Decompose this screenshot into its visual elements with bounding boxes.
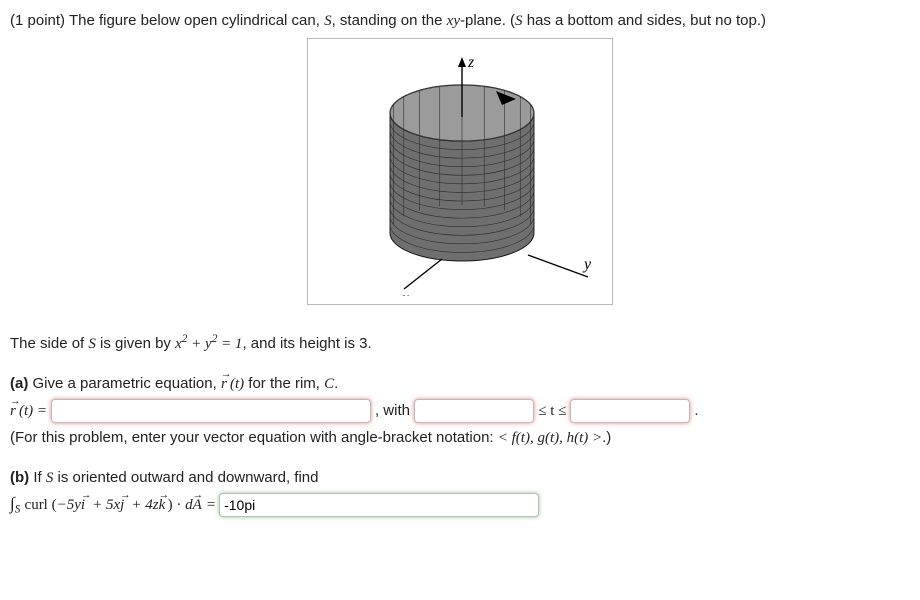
sub-S: S xyxy=(15,503,21,515)
a-post: . xyxy=(334,375,338,392)
side-eq: x2 + y2 = 1 xyxy=(175,336,242,352)
field: −5yi + 5xj + 4zk xyxy=(57,497,168,513)
r-vec-2: r xyxy=(10,403,19,420)
period: . xyxy=(694,402,698,419)
b-pre: If xyxy=(29,469,46,486)
side-of-s: The side of S is given by x2 + y2 = 1, a… xyxy=(10,333,910,353)
a-lhs: (t) = xyxy=(19,403,51,419)
input-curl-answer[interactable] xyxy=(219,493,539,517)
hint-pre: (For this problem, enter your vector equ… xyxy=(10,429,498,446)
side-eq-pre: is given by xyxy=(96,335,175,352)
curl-text: curl ( xyxy=(25,497,57,513)
C: C xyxy=(324,376,334,392)
input-t-upper[interactable] xyxy=(570,399,690,423)
with: , with xyxy=(375,402,414,419)
part-a-inputs-row: r(t) = , with ≤ t ≤ . xyxy=(10,399,910,423)
r-vec-1: r xyxy=(221,376,230,393)
part-a-prompt: (a) Give a parametric equation, r(t) for… xyxy=(10,375,910,393)
a-for: for the rim, xyxy=(244,375,324,392)
a-mid: (t) xyxy=(230,376,244,392)
b-post: is oriented outward and downward, find xyxy=(53,469,318,486)
curl-close: ) · xyxy=(168,497,186,513)
side-pre: The side of xyxy=(10,335,88,352)
svg-text:y: y xyxy=(582,256,592,273)
figure-wrap: z y x xyxy=(10,38,910,305)
side-post: , and its height is 3. xyxy=(242,335,371,352)
dA: dA xyxy=(185,497,203,513)
figure-box: z y x xyxy=(307,38,613,305)
problem-intro: (1 point) The figure below open cylindri… xyxy=(10,12,910,30)
intro-pre: The figure below open cylindrical can, xyxy=(69,12,324,29)
part-a-label: (a) xyxy=(10,375,28,392)
le1: ≤ t ≤ xyxy=(538,403,570,419)
part-b-integral: ∫S curl (−5yi + 5xj + 4zk) · dA = xyxy=(10,493,910,517)
hint-post: .) xyxy=(602,429,611,446)
S-3: S xyxy=(88,336,96,352)
svg-text:z: z xyxy=(467,54,475,71)
input-r-of-t[interactable] xyxy=(51,399,371,423)
xy: xy xyxy=(447,13,460,29)
intro-post: -plane. ( xyxy=(460,12,515,29)
eq: = xyxy=(203,497,219,513)
points: (1 point) xyxy=(10,12,65,29)
svg-text:x: x xyxy=(401,290,409,296)
S-2: S xyxy=(515,13,523,29)
S-1: S xyxy=(324,13,332,29)
part-a-hint: (For this problem, enter your vector equ… xyxy=(10,429,910,447)
top-note: has a bottom and sides, but no top.) xyxy=(523,12,767,29)
hint-math: < f(t), g(t), h(t) > xyxy=(498,430,602,446)
part-b-label: (b) xyxy=(10,469,29,486)
input-t-lower[interactable] xyxy=(414,399,534,423)
part-b-prompt: (b) If S is oriented outward and downwar… xyxy=(10,469,910,487)
cylinder-figure: z y x xyxy=(312,43,608,296)
a-pre: Give a parametric equation, xyxy=(28,375,221,392)
intro-mid: , standing on the xyxy=(332,12,447,29)
